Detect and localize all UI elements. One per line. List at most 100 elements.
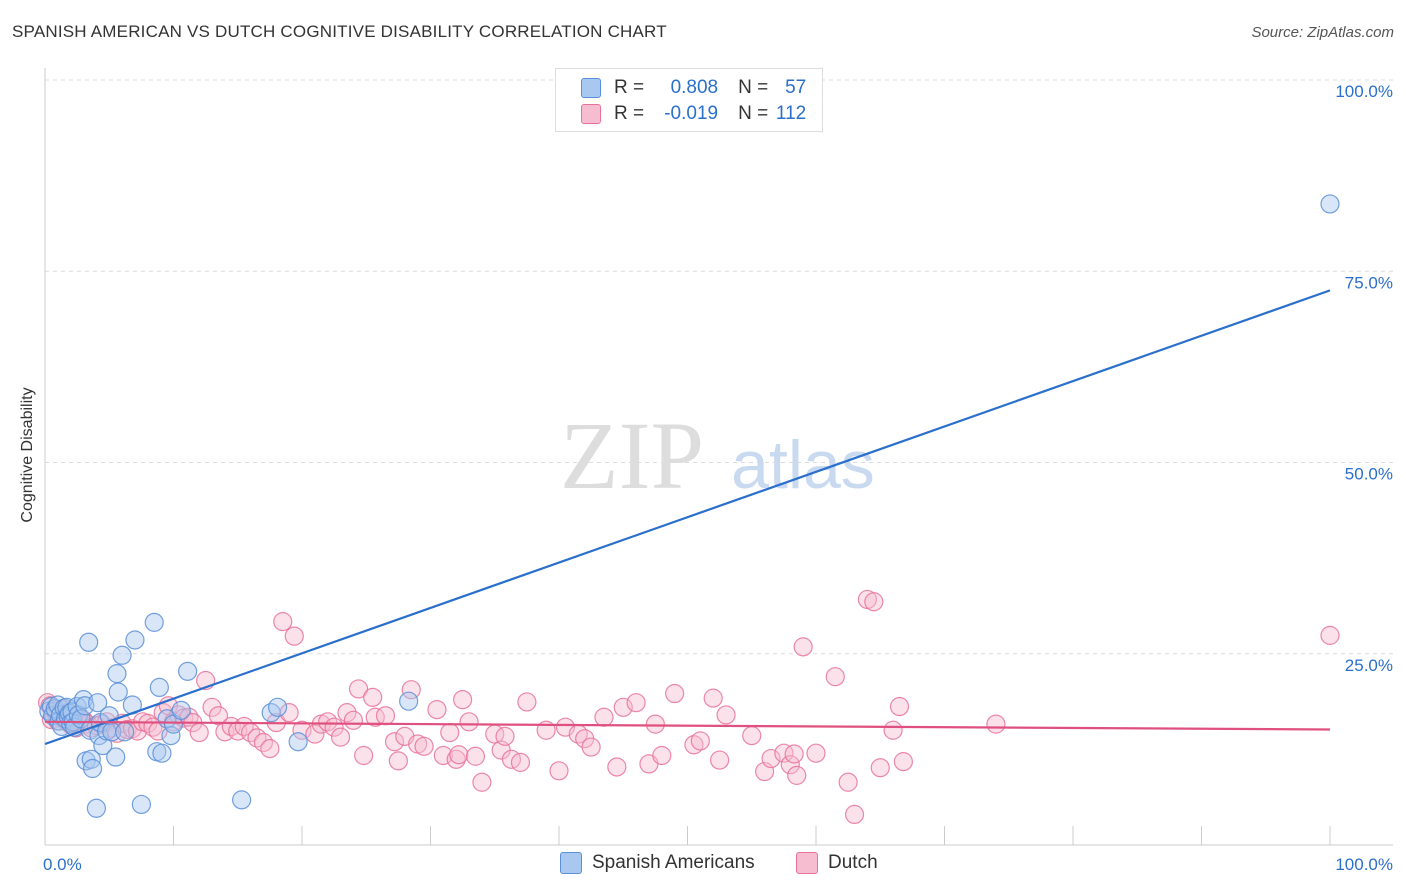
legend-item-spanish-americans[interactable]: Spanish Americans bbox=[560, 852, 755, 874]
spanish-american-point bbox=[125, 630, 145, 650]
spanish-american-point bbox=[115, 722, 135, 742]
tick-labels: 25.0% 50.0% 75.0% 100.0% 0.0% 100.0% bbox=[43, 82, 1393, 874]
dutch-point bbox=[189, 722, 209, 743]
dutch-point bbox=[825, 667, 845, 687]
dutch-point bbox=[774, 743, 794, 763]
trend-lines bbox=[44, 289, 1331, 746]
dutch-point bbox=[433, 745, 453, 766]
watermark-zip: ZIP bbox=[560, 402, 704, 509]
dutch-point bbox=[348, 679, 369, 699]
spanish-american-point bbox=[106, 747, 126, 767]
dutch-point bbox=[354, 745, 374, 766]
spanish-american-points bbox=[39, 194, 1340, 818]
y-tick-label: 100.0% bbox=[1335, 82, 1393, 101]
dutch-point bbox=[517, 692, 537, 712]
dutch-point bbox=[787, 765, 807, 785]
spanish-american-point bbox=[152, 743, 172, 763]
dutch-point bbox=[440, 722, 460, 743]
dutch-point bbox=[472, 772, 492, 792]
blue-swatch bbox=[581, 78, 601, 98]
dutch-point bbox=[784, 744, 804, 764]
dutch-point bbox=[844, 804, 865, 825]
dutch-point bbox=[793, 637, 813, 657]
chart-title: SPANISH AMERICAN VS DUTCH COGNITIVE DISA… bbox=[12, 22, 667, 41]
dutch-point bbox=[453, 690, 473, 710]
n-value: 112 bbox=[775, 103, 807, 124]
spanish-american-point bbox=[93, 735, 113, 756]
stats-row-dutch: R = -0.019 N = 112 bbox=[581, 102, 807, 126]
dutch-point bbox=[986, 714, 1006, 734]
legend-item-dutch[interactable]: Dutch bbox=[796, 852, 878, 874]
dutch-point bbox=[510, 752, 531, 772]
y-tick-label: 75.0% bbox=[1345, 273, 1393, 292]
dutch-point bbox=[273, 612, 293, 632]
spanish-american-point bbox=[399, 691, 419, 711]
spanish-american-point bbox=[1320, 194, 1340, 214]
dutch-point bbox=[414, 736, 434, 756]
y-axis-label: Cognitive Disability bbox=[19, 387, 36, 523]
dutch-trend-line bbox=[44, 720, 1331, 731]
n-label: N = bbox=[738, 103, 769, 124]
dutch-point bbox=[864, 592, 884, 612]
dutch-point bbox=[870, 758, 890, 778]
legend-label: Dutch bbox=[828, 852, 878, 873]
spanish-american-point bbox=[232, 790, 252, 810]
dutch-point bbox=[449, 745, 469, 765]
dutch-point bbox=[330, 727, 351, 747]
dutch-point bbox=[284, 626, 304, 646]
dutch-point bbox=[883, 720, 903, 740]
stats-row-spanish-americans: R = 0.808 N = 57 bbox=[581, 76, 806, 100]
spanish-american-point bbox=[108, 682, 128, 702]
dutch-point bbox=[742, 726, 762, 746]
dutch-point bbox=[665, 683, 685, 704]
pink-swatch bbox=[581, 104, 601, 124]
dutch-point bbox=[388, 751, 408, 771]
dutch-point bbox=[375, 706, 396, 726]
dutch-point bbox=[427, 699, 447, 720]
watermark-atlas: atlas bbox=[731, 427, 875, 503]
watermark: ZIP atlas bbox=[560, 402, 875, 509]
source-label: Source: ZipAtlas.com bbox=[1251, 24, 1394, 41]
spanish-american-point bbox=[88, 693, 108, 713]
r-label: R = bbox=[614, 77, 645, 98]
x-tick-label: 100.0% bbox=[1335, 855, 1393, 874]
spanish-american-point bbox=[144, 612, 164, 632]
dutch-point bbox=[384, 732, 405, 752]
dutch-point bbox=[893, 752, 913, 772]
dutch-point bbox=[292, 720, 312, 740]
spanish-american-point bbox=[261, 703, 281, 723]
dutch-point bbox=[652, 745, 672, 766]
n-label: N = bbox=[738, 77, 769, 98]
spanish-american-point bbox=[178, 661, 198, 681]
dutch-point bbox=[365, 707, 385, 727]
spanish-american-point bbox=[73, 690, 94, 710]
spanish-american-point bbox=[112, 645, 132, 665]
dutch-point bbox=[690, 731, 710, 751]
dutch-point bbox=[838, 772, 858, 792]
dutch-point bbox=[260, 739, 280, 759]
dutch-point bbox=[703, 688, 723, 708]
stats-box: R = 0.808 N = 57 R = -0.019 N = 112 bbox=[555, 68, 823, 132]
dutch-point bbox=[401, 680, 421, 700]
dutch-point bbox=[549, 761, 569, 781]
spanish-american-trend-line bbox=[44, 289, 1331, 746]
dutch-point bbox=[318, 712, 338, 732]
gridlines bbox=[45, 79, 1393, 655]
dutch-point bbox=[613, 697, 633, 717]
r-label: R = bbox=[614, 103, 645, 124]
spanish-american-point bbox=[288, 732, 308, 752]
dutch-point bbox=[806, 743, 826, 763]
spanish-american-point bbox=[131, 794, 151, 815]
dutch-point bbox=[716, 705, 736, 725]
dutch-point bbox=[465, 746, 486, 766]
dutch-point bbox=[459, 712, 479, 732]
dutch-point bbox=[305, 724, 325, 744]
spanish-american-point bbox=[82, 758, 103, 779]
dutch-point bbox=[495, 726, 515, 746]
dutch-point bbox=[1320, 625, 1340, 645]
dutch-point bbox=[337, 703, 357, 723]
dutch-point bbox=[594, 707, 614, 727]
dutch-point bbox=[626, 693, 646, 713]
r-value: 0.808 bbox=[670, 77, 719, 98]
